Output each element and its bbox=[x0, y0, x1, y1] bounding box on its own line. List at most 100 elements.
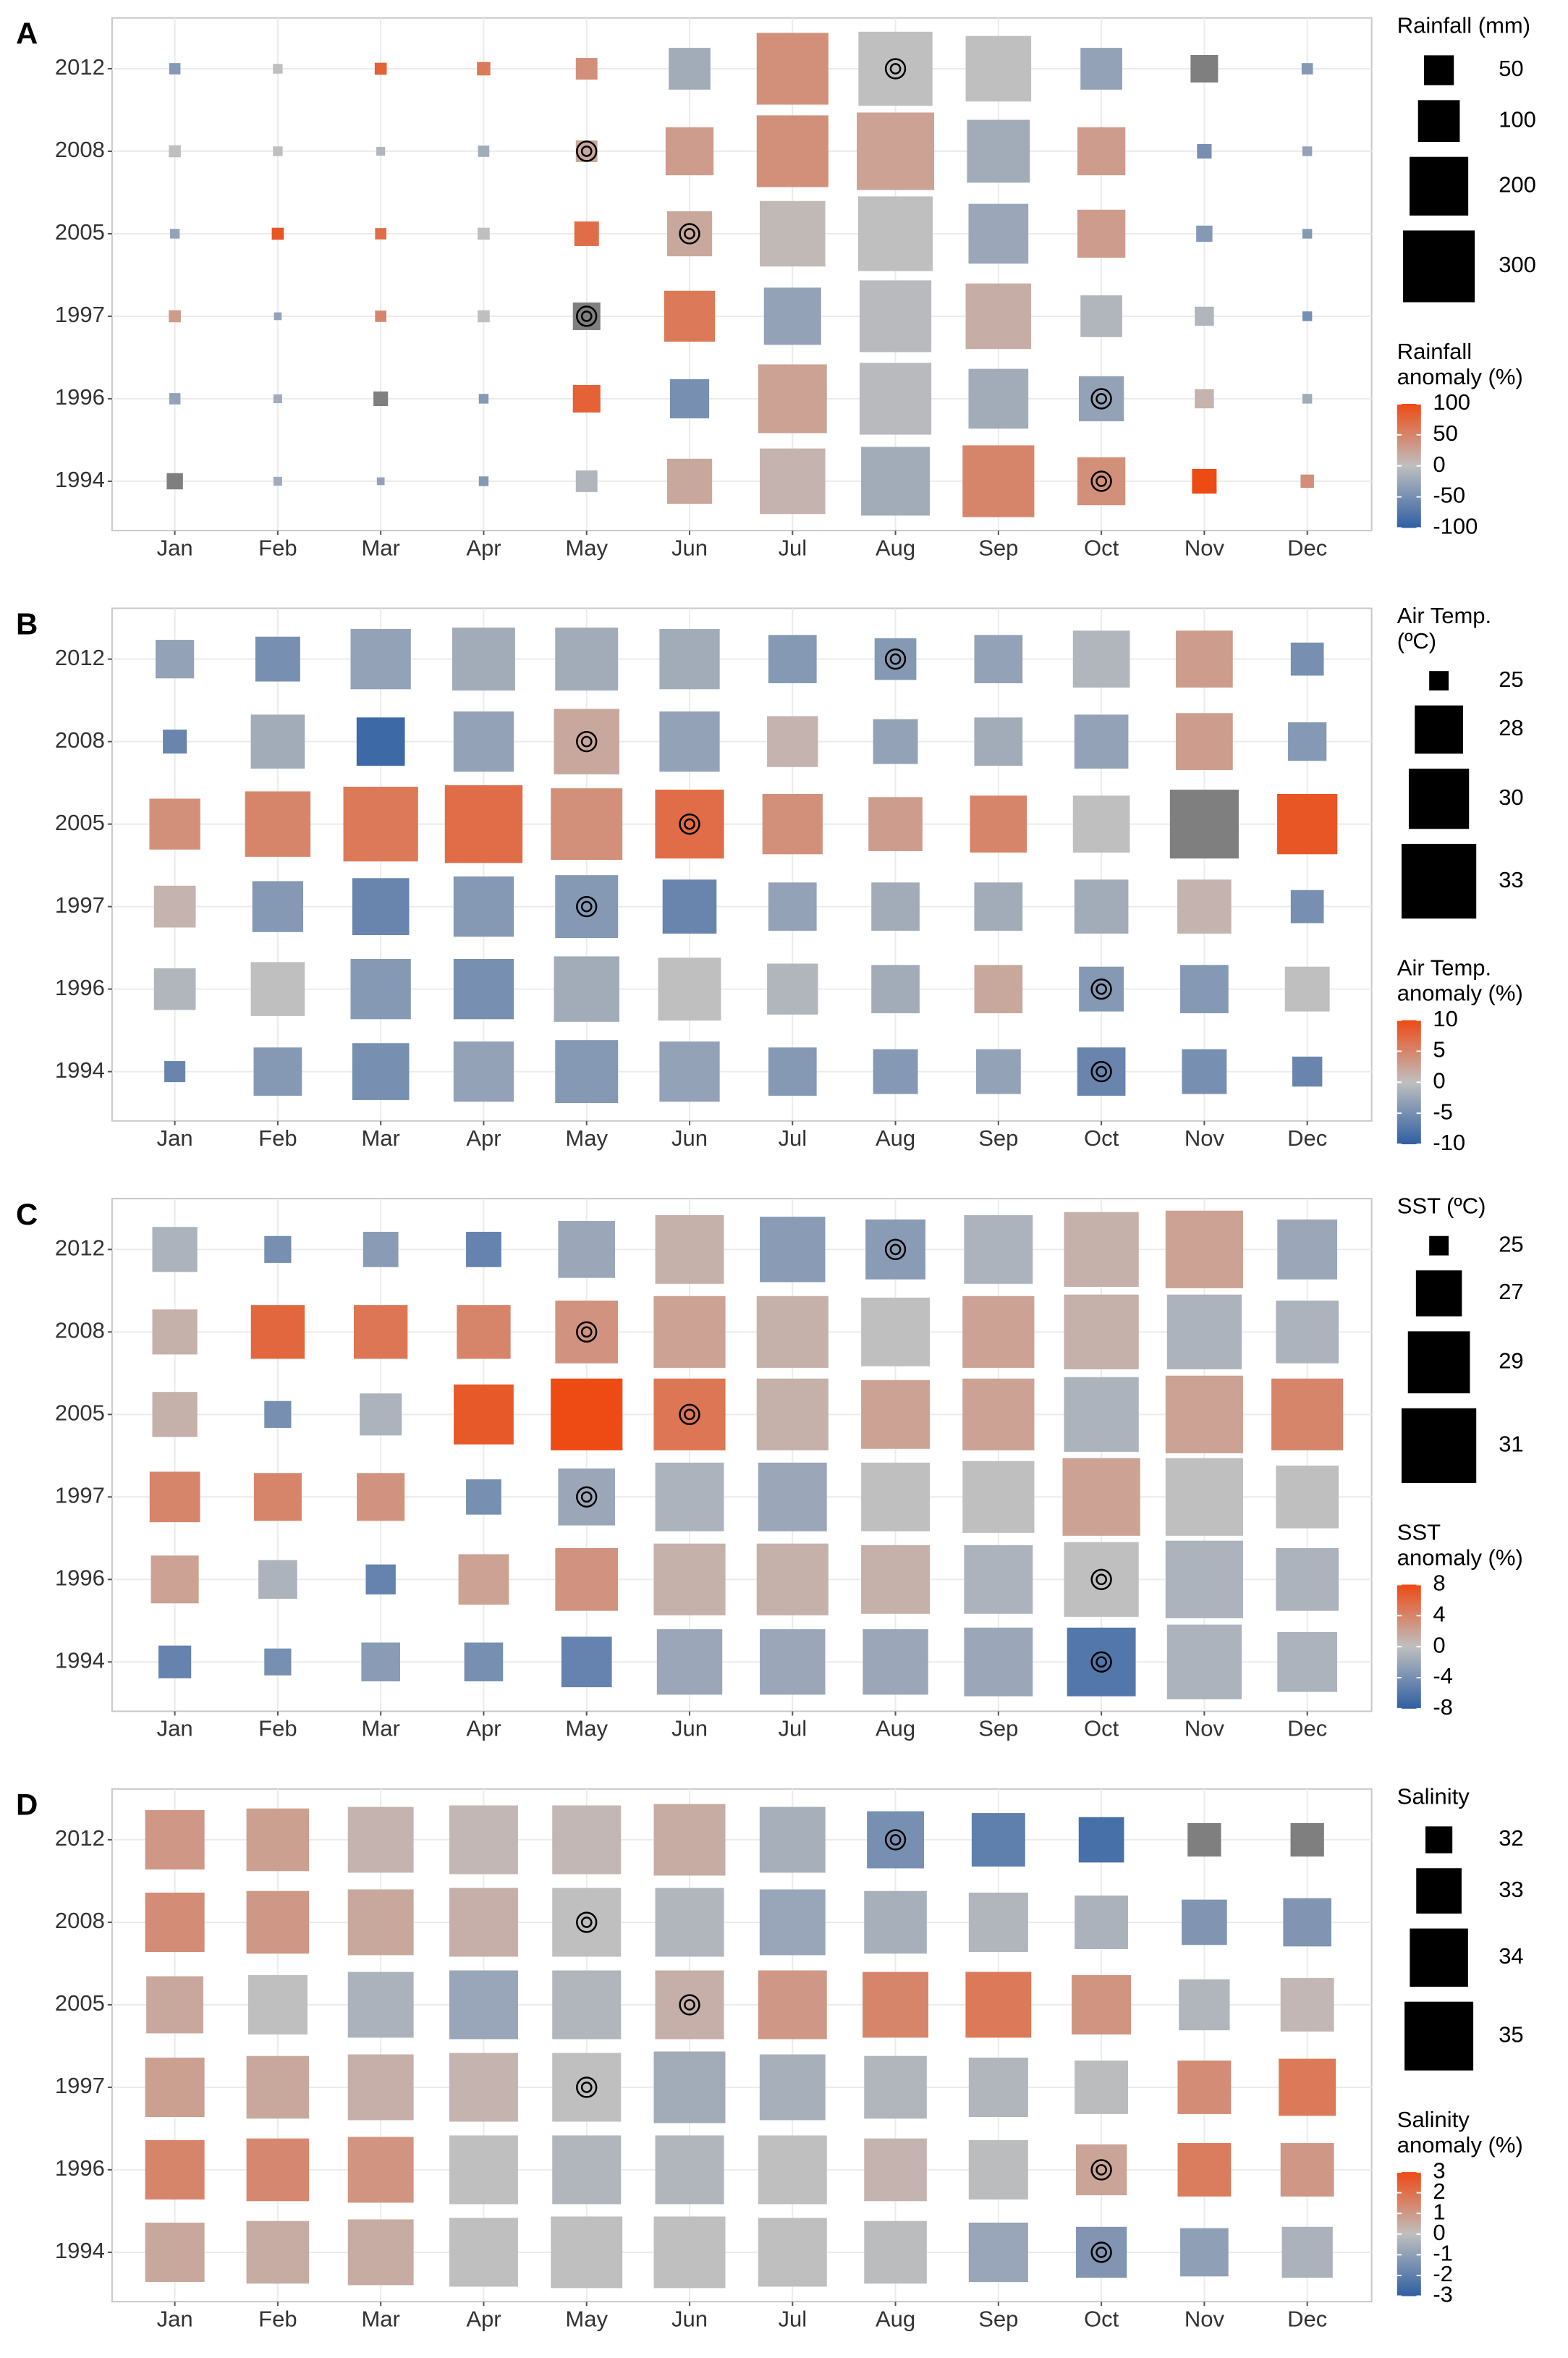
tile bbox=[1072, 630, 1130, 688]
tile bbox=[561, 1636, 612, 1688]
highlight-marker bbox=[884, 1238, 907, 1261]
color-legend-label: 0 bbox=[1433, 2220, 1445, 2245]
marker-ring bbox=[576, 2076, 598, 2098]
highlight-marker bbox=[1090, 470, 1112, 492]
x-tick-label: Mar bbox=[361, 535, 399, 560]
tile bbox=[964, 1544, 1033, 1614]
tile bbox=[1177, 879, 1232, 934]
color-legend-label: 3 bbox=[1433, 2158, 1445, 2183]
panel-label: D bbox=[16, 1788, 38, 1822]
tile bbox=[555, 627, 619, 691]
size-legend-label: 33 bbox=[1499, 867, 1523, 892]
tile bbox=[356, 717, 405, 766]
x-tick-label: Mar bbox=[361, 1125, 399, 1151]
marker-ring bbox=[580, 1917, 593, 1928]
y-tick-label: 2008 bbox=[55, 1318, 105, 1343]
tile bbox=[653, 1378, 726, 1450]
tile bbox=[1290, 1822, 1324, 1857]
marker-ring bbox=[580, 1326, 593, 1338]
size-legend-label: 35 bbox=[1499, 2021, 1523, 2047]
size-legend-key bbox=[1425, 1826, 1453, 1854]
tile bbox=[962, 1378, 1035, 1450]
tile bbox=[758, 364, 827, 434]
highlight-marker bbox=[576, 1911, 598, 1933]
tile bbox=[352, 1043, 410, 1100]
tile bbox=[555, 1300, 619, 1364]
color-legend-label: 100 bbox=[1433, 389, 1470, 415]
tile bbox=[758, 2135, 827, 2205]
size-legend-key bbox=[1415, 1270, 1462, 1317]
highlight-marker bbox=[884, 1829, 907, 1851]
highlight-marker bbox=[679, 813, 700, 835]
x-tick-label: Mar bbox=[361, 2306, 399, 2331]
highlight-marker bbox=[576, 1486, 598, 1508]
tile bbox=[768, 882, 817, 931]
x-tick-label: Jun bbox=[671, 535, 708, 560]
x-tick-label: May bbox=[565, 1125, 608, 1151]
color-legend-label: -5 bbox=[1433, 1099, 1453, 1124]
tile bbox=[1182, 1049, 1227, 1094]
x-tick-label: Oct bbox=[1084, 1716, 1119, 1741]
tile bbox=[756, 1378, 829, 1450]
tile bbox=[350, 958, 411, 1020]
y-tick-label: 1996 bbox=[55, 2155, 105, 2181]
tile bbox=[655, 2135, 724, 2205]
tile bbox=[1077, 209, 1126, 258]
x-tick-label: Mar bbox=[361, 1716, 399, 1741]
tile bbox=[1080, 48, 1122, 90]
size-legend-label: 25 bbox=[1499, 1231, 1523, 1256]
panel-label: A bbox=[16, 17, 38, 51]
x-tick-label: Jul bbox=[778, 535, 807, 560]
tile bbox=[759, 2054, 826, 2121]
marker-ring bbox=[1096, 393, 1107, 405]
x-tick-label: Jan bbox=[157, 1125, 193, 1151]
tile bbox=[1075, 1896, 1129, 1949]
color-legend-label: -10 bbox=[1433, 1130, 1465, 1155]
tile bbox=[760, 1629, 826, 1695]
marker-ring bbox=[1090, 470, 1112, 492]
tile bbox=[575, 140, 598, 162]
tile bbox=[458, 1554, 509, 1605]
x-tick-label: Feb bbox=[258, 1716, 297, 1741]
x-tick-label: Aug bbox=[876, 1125, 915, 1151]
size-legend-title: Air Temp. bbox=[1397, 603, 1491, 628]
tile bbox=[253, 1047, 302, 1096]
marker-ring bbox=[576, 730, 598, 753]
tile bbox=[962, 445, 1035, 517]
color-legend-title: anomaly (%) bbox=[1397, 2132, 1523, 2158]
marker-ring bbox=[576, 1486, 598, 1508]
size-legend-label: 100 bbox=[1499, 106, 1536, 132]
tile bbox=[1280, 2143, 1334, 2197]
tile bbox=[1187, 1822, 1221, 1857]
tile bbox=[1277, 1219, 1338, 1280]
size-legend-label: 25 bbox=[1499, 667, 1523, 692]
tile bbox=[374, 62, 387, 75]
marker-ring bbox=[580, 900, 593, 913]
tile bbox=[375, 310, 386, 322]
tile bbox=[1179, 1979, 1230, 2031]
plot-background bbox=[111, 1198, 1373, 1712]
tile bbox=[449, 1970, 518, 2040]
tile bbox=[343, 787, 418, 862]
color-legend-title: Air Temp. bbox=[1397, 955, 1491, 981]
tile bbox=[1281, 2226, 1333, 2278]
tile bbox=[1180, 965, 1229, 1013]
marker-ring bbox=[1090, 388, 1112, 410]
tile bbox=[1290, 889, 1324, 924]
tile bbox=[1292, 1056, 1323, 1087]
marker-ring bbox=[679, 1403, 700, 1425]
tile bbox=[246, 2055, 310, 2119]
y-tick-label: 2005 bbox=[55, 1990, 105, 2016]
color-legend-label: 1 bbox=[1433, 2199, 1445, 2224]
tile bbox=[968, 2222, 1028, 2282]
tile bbox=[153, 885, 196, 928]
x-tick-label: Apr bbox=[466, 1125, 501, 1151]
tile bbox=[861, 1297, 930, 1366]
y-tick-label: 1996 bbox=[55, 975, 105, 1000]
marker-ring bbox=[884, 648, 907, 670]
highlight-marker bbox=[576, 2076, 598, 2098]
tile bbox=[759, 200, 826, 267]
tile bbox=[552, 1970, 622, 2040]
tile bbox=[1277, 794, 1338, 855]
